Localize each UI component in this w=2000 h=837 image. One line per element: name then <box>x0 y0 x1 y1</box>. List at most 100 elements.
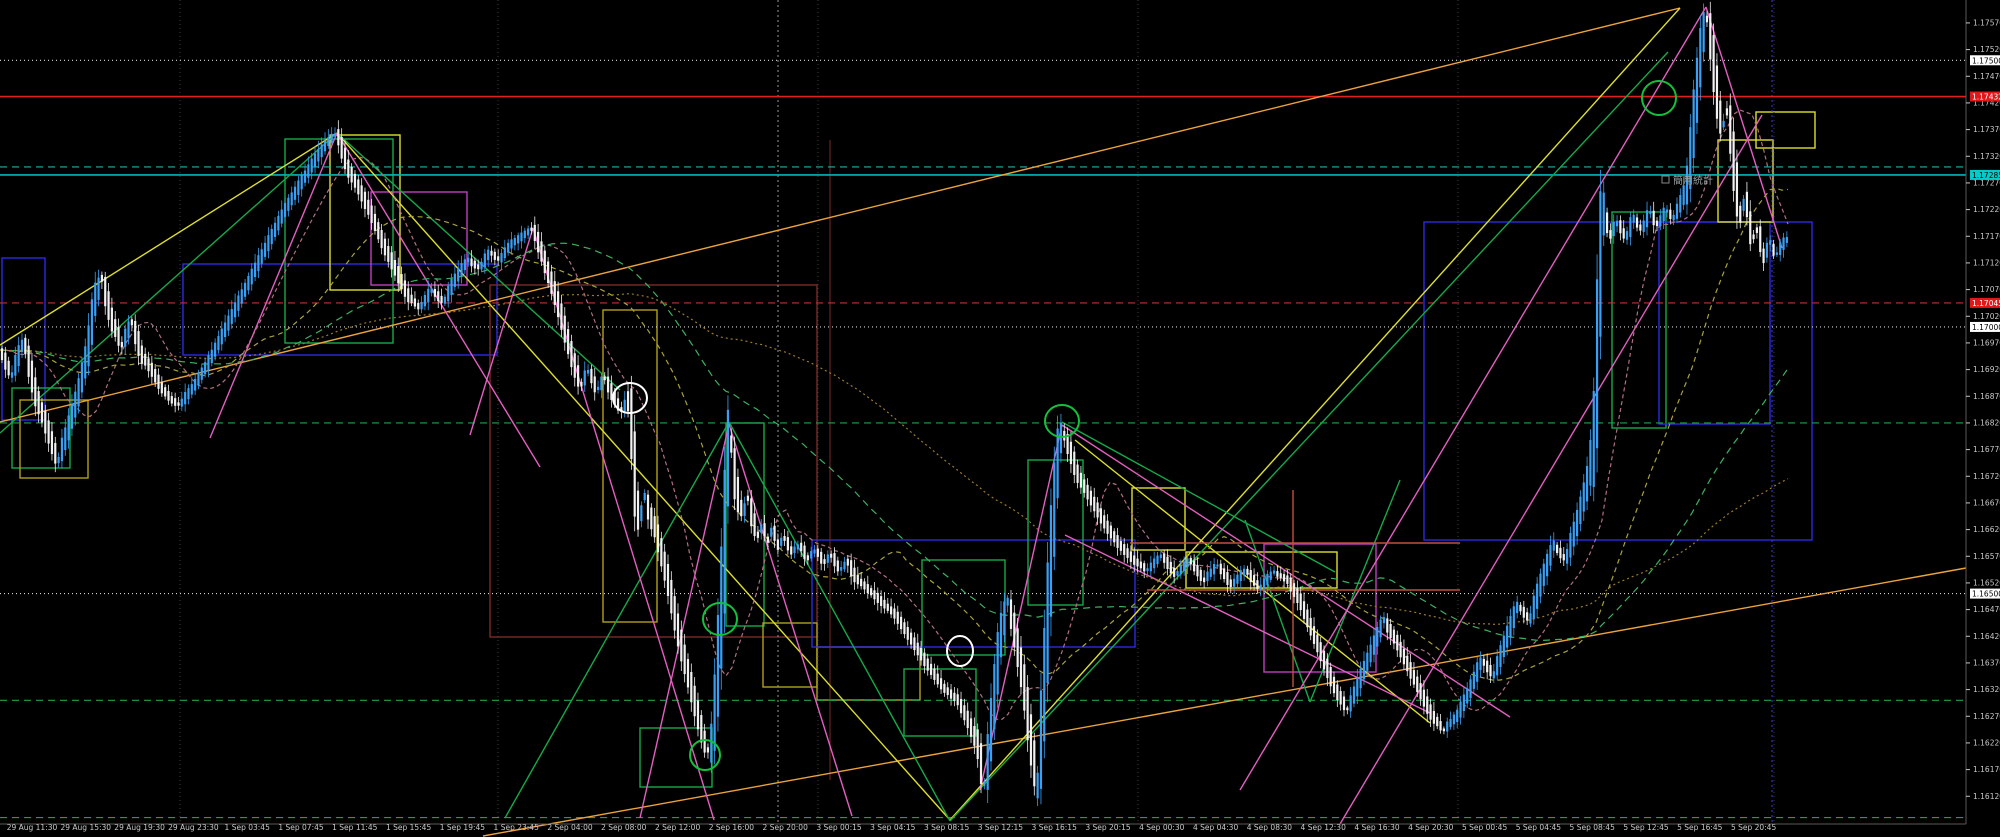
candle-body <box>320 144 323 158</box>
trend-line[interactable] <box>979 424 1063 791</box>
trend-line[interactable] <box>1061 421 1336 573</box>
trend-line[interactable] <box>469 227 534 436</box>
candle <box>1579 490 1582 532</box>
candle-body <box>140 345 143 364</box>
candle <box>363 187 367 218</box>
trend-line[interactable] <box>482 567 1967 837</box>
rectangle-drawing[interactable] <box>1658 221 1771 425</box>
candle <box>560 294 563 338</box>
candle <box>553 271 556 313</box>
candle <box>1329 662 1332 694</box>
candle <box>1402 639 1406 670</box>
candle <box>1732 117 1735 202</box>
annotation-label: 簡用統計 <box>1673 174 1713 187</box>
candle-body <box>107 291 110 320</box>
rectangle-drawing[interactable] <box>1 257 46 421</box>
ellipse-drawing[interactable] <box>702 602 738 636</box>
candle <box>1316 629 1319 657</box>
candle-body <box>1589 439 1592 486</box>
candle-body <box>746 495 750 501</box>
ellipse-drawing[interactable] <box>946 635 974 667</box>
candle-body <box>1113 531 1116 543</box>
price-badge: 1.17500 <box>1970 55 2000 66</box>
rectangle-drawing[interactable] <box>370 191 468 286</box>
candle-body <box>1695 57 1699 123</box>
trend-line[interactable] <box>1239 6 1707 791</box>
rectangle-drawing[interactable] <box>1263 543 1377 673</box>
price-axis-panel[interactable] <box>1966 0 2000 837</box>
candle <box>1546 549 1549 586</box>
trend-line[interactable] <box>1244 519 1311 703</box>
candle <box>770 522 773 543</box>
trend-line[interactable] <box>0 7 1681 423</box>
rectangle-drawing[interactable] <box>329 134 401 291</box>
trend-line[interactable] <box>336 132 951 821</box>
trend-line[interactable] <box>1074 439 1431 724</box>
candle <box>403 273 407 305</box>
candle <box>1256 572 1259 594</box>
rectangle-drawing[interactable] <box>903 668 977 737</box>
candle <box>963 698 966 726</box>
candle-body <box>480 261 483 270</box>
rectangle-drawing[interactable] <box>489 284 818 638</box>
trend-line[interactable] <box>949 7 1681 821</box>
candle <box>1629 212 1632 246</box>
rectangle-drawing[interactable] <box>11 387 71 469</box>
candle <box>350 163 353 191</box>
candle-body <box>1342 696 1346 711</box>
price-badge-bg <box>1970 169 2000 180</box>
candle-body <box>343 147 347 170</box>
candle <box>926 653 929 676</box>
rectangle-drawing[interactable] <box>182 263 498 356</box>
ellipse-drawing[interactable] <box>689 739 721 771</box>
candle <box>1785 231 1788 248</box>
trend-line[interactable] <box>639 423 730 819</box>
candle-body <box>593 376 596 393</box>
candle <box>1675 197 1679 224</box>
ellipse-drawing[interactable] <box>1044 404 1080 438</box>
price-tick-label: 1.16620 <box>1973 525 2000 534</box>
trend-line[interactable] <box>1705 6 1783 249</box>
candle-body <box>20 339 24 352</box>
candle-body <box>1635 217 1639 228</box>
candle <box>217 330 220 354</box>
trend-line[interactable] <box>209 132 338 439</box>
trend-line[interactable] <box>1061 424 1511 718</box>
candle <box>736 468 740 521</box>
candle <box>127 315 130 345</box>
trend-line[interactable] <box>1064 534 1431 714</box>
candle-body <box>263 242 267 257</box>
candle <box>969 711 973 744</box>
ellipse-drawing[interactable] <box>1641 80 1677 116</box>
candle-body <box>1376 626 1379 647</box>
time-tick-label: 4 Sep 08:30 <box>1247 823 1293 832</box>
candle <box>713 658 716 765</box>
rectangle-drawing[interactable] <box>1755 111 1816 149</box>
rectangle-drawing[interactable] <box>1717 139 1774 223</box>
candle <box>337 120 340 154</box>
candle <box>656 515 660 562</box>
candle <box>100 271 103 289</box>
candle-body <box>983 782 986 786</box>
candle-body <box>1109 525 1112 539</box>
candle <box>230 300 233 329</box>
candle-body <box>1459 701 1462 718</box>
ellipse-drawing[interactable] <box>612 382 648 414</box>
candle <box>263 236 267 261</box>
rectangle-drawing[interactable] <box>1027 459 1084 606</box>
trend-line[interactable] <box>532 227 715 821</box>
trend-line[interactable] <box>0 132 338 434</box>
candle-body <box>1379 619 1382 638</box>
trend-line[interactable] <box>504 421 730 819</box>
trend-line[interactable] <box>949 51 1669 822</box>
trend-line[interactable] <box>728 421 951 822</box>
rectangle-drawing[interactable] <box>19 399 89 479</box>
trend-line[interactable] <box>728 423 853 817</box>
trend-line[interactable] <box>0 132 338 346</box>
candle-body <box>1173 567 1176 577</box>
trend-line[interactable] <box>1339 114 1763 825</box>
rectangle-drawing[interactable] <box>602 309 658 623</box>
rectangle-drawing[interactable] <box>1611 211 1667 429</box>
candle <box>1392 626 1396 650</box>
